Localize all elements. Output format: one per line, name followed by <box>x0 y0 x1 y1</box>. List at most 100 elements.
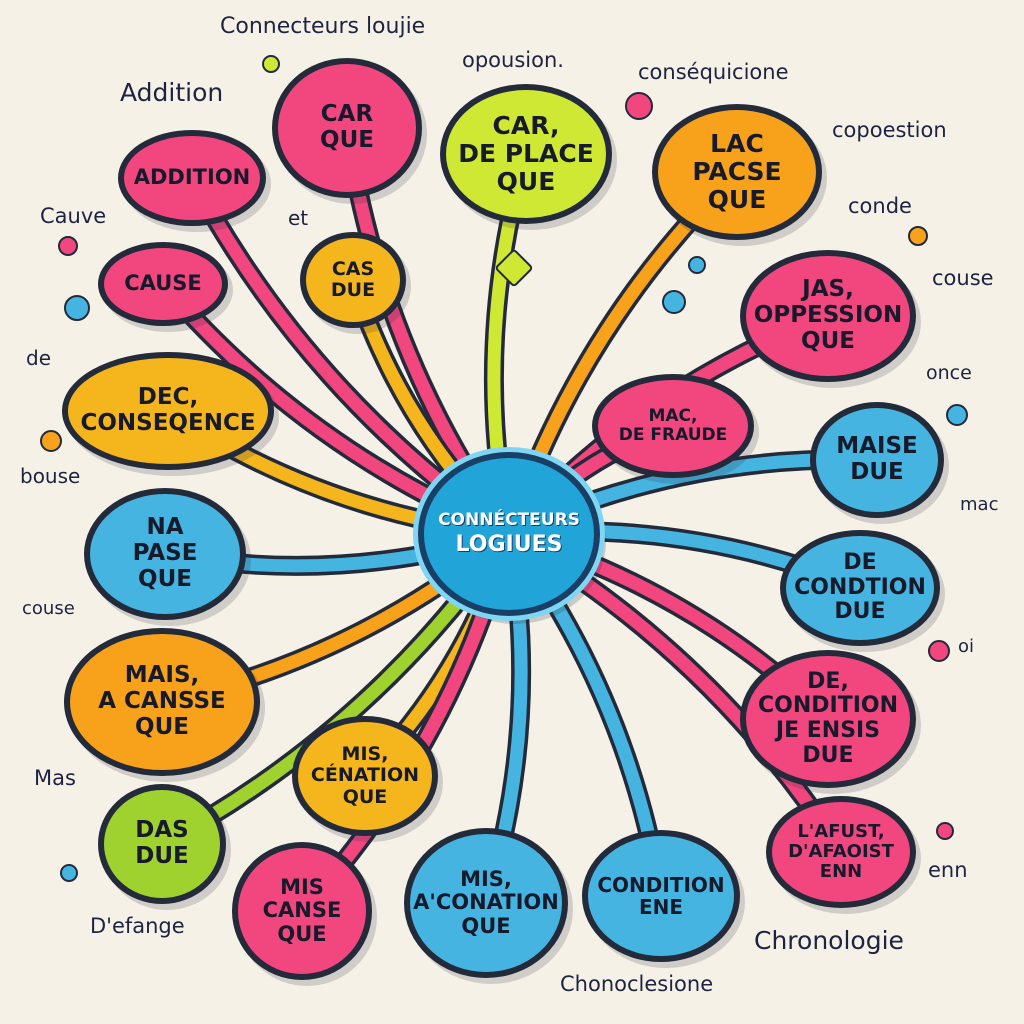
label-consequicione: conséquicione <box>638 60 789 84</box>
bubble-text-line: A'conation <box>413 890 559 915</box>
bubble-cause[interactable]: Cause <box>98 242 228 326</box>
bubble-text-line: que <box>801 327 855 354</box>
label-et: et <box>288 206 309 230</box>
decor-dot <box>64 295 90 321</box>
decor-dot <box>936 822 954 840</box>
bubble-mais-a-cansse-que[interactable]: Mais, a Cansse que <box>64 628 260 776</box>
label-once: once <box>926 362 972 384</box>
bubble-text-line: que <box>277 921 327 946</box>
decor-dot <box>688 256 706 274</box>
title-label: Connecteurs loujie <box>220 14 426 39</box>
bubble-text-line: Mis <box>280 874 324 899</box>
bubble-addition[interactable]: Addition <box>118 130 266 226</box>
label-couse: couse <box>932 266 994 290</box>
label-copoestion: copoestion <box>832 118 947 142</box>
bubble-text-line: due <box>834 599 886 625</box>
bubble-das-due[interactable]: Das due <box>98 784 226 904</box>
bubble-text-line: due <box>850 459 904 485</box>
bubble-text-line: Conseqence <box>80 410 256 436</box>
center-node[interactable]: Connécteurs LOGIUES <box>418 452 600 616</box>
bubble-text-line: Cas <box>331 257 375 280</box>
bubble-text-line: Pase <box>132 540 198 567</box>
bubble-text-line: que <box>135 713 189 740</box>
decor-dot <box>662 290 686 314</box>
decor-dot <box>928 640 950 662</box>
bubble-mis-aconation-que[interactable]: Mis, A'conation que <box>404 828 568 978</box>
bubble-text-line: Mais, <box>124 662 200 689</box>
bubble-text-line: a Cansse <box>98 688 226 715</box>
bubble-text-line: Jas, <box>802 276 854 303</box>
bubble-text-line: Oppession <box>753 302 903 329</box>
bubble-text-line: D'afaoist <box>788 840 894 862</box>
decor-dot <box>625 92 653 120</box>
label-addition: Addition <box>120 78 224 107</box>
bubble-text-line: Lac <box>710 129 764 158</box>
bubble-text-line: Mis, <box>460 866 512 891</box>
bubble-text-line: Car <box>320 101 374 128</box>
bubble-text-line: De, <box>807 668 849 694</box>
bubble-maise-due[interactable]: Maise due <box>810 402 944 518</box>
bubble-text-line: je ensis <box>775 718 881 743</box>
bubble-text-line: que <box>461 913 511 938</box>
bubble-text-line: ene <box>638 895 684 919</box>
label-couse-2: couse <box>22 598 75 619</box>
bubble-text-line: enn <box>819 861 863 883</box>
bubble-text-line: Dec, <box>137 384 199 411</box>
label-enn: enn <box>928 858 968 882</box>
bubble-text-line: Cause <box>124 271 202 296</box>
bubble-text-line: que <box>342 785 388 808</box>
bubble-text-line: Cénation <box>310 764 420 787</box>
bubble-dec-conseqence[interactable]: Dec, Conseqence <box>62 352 274 470</box>
bubble-text-line: Pacse <box>692 157 782 186</box>
label-conde: conde <box>848 194 912 218</box>
bubble-text-line: due <box>330 279 376 301</box>
bubble-car-que[interactable]: Car que <box>272 58 422 198</box>
bubble-text-line: de place <box>458 139 594 168</box>
decor-dot <box>908 226 928 246</box>
decor-dot <box>60 864 78 882</box>
decor-dot <box>58 236 78 256</box>
bubble-text-line: due <box>135 843 189 869</box>
bubble-text-line: Canse <box>262 898 342 923</box>
label-bouse: bouse <box>20 464 81 488</box>
bubble-condition-ene[interactable]: Condition ene <box>582 830 740 962</box>
bubble-text-line: Condition <box>597 872 725 897</box>
bubble-na-pase-que[interactable]: Na Pase que <box>84 488 246 620</box>
label-chonoclesione: Chonoclesione <box>560 972 714 996</box>
label-mac: mac <box>960 494 999 515</box>
bubble-text-line: que <box>496 167 556 196</box>
label-defange: D'efange <box>90 914 185 938</box>
bubble-text-line: que <box>707 185 767 214</box>
bubble-text-line: Na <box>146 514 184 541</box>
bubble-de-condtion-due[interactable]: De Condtion due <box>780 530 940 646</box>
label-de: de <box>26 346 51 370</box>
bubble-mis-cenation-que[interactable]: Mis, Cénation que <box>292 716 438 836</box>
bubble-text-line: De <box>843 550 877 576</box>
bubble-text-line: Condtion <box>794 574 926 600</box>
bubble-lafust-dafaoist-enn[interactable]: L'afust, D'afaoist enn <box>766 796 916 908</box>
bubble-text-line: de Fraude <box>618 425 728 445</box>
bubble-cas-due[interactable]: Cas due <box>300 232 406 328</box>
decor-dot <box>40 430 62 452</box>
bubble-text-line: due <box>802 742 854 768</box>
bubble-text-line: L'afust, <box>797 820 885 842</box>
bubble-text-line: Mac, <box>648 405 698 426</box>
center-line-1: Connécteurs <box>438 509 580 530</box>
bubble-mac-de-fraude[interactable]: Mac, de Fraude <box>592 374 754 478</box>
center-line-2: LOGIUES <box>455 531 563 557</box>
label-chronologie: Chronologie <box>754 926 904 955</box>
bubble-text-line: Maise <box>836 433 918 460</box>
bubble-text-line: Car, <box>492 111 560 140</box>
decor-dot <box>946 404 968 426</box>
bubble-mis-canse-que[interactable]: Mis Canse que <box>232 842 372 980</box>
bubble-text-line: Mis, <box>341 743 389 766</box>
bubble-text-line: Addition <box>133 165 251 190</box>
bubble-text-line: que <box>138 565 192 592</box>
bubble-de-condition-je-ensis-due[interactable]: De, Condition je ensis due <box>740 650 916 788</box>
bubble-text-line: Das <box>135 817 189 844</box>
bubble-jas-oppession-que[interactable]: Jas, Oppession que <box>740 250 916 382</box>
bubble-lac-pacse-que[interactable]: Lac Pacse que <box>652 104 822 240</box>
bubble-car-de-place-que[interactable]: Car, de place que <box>440 84 612 224</box>
label-oi: oi <box>958 636 975 657</box>
